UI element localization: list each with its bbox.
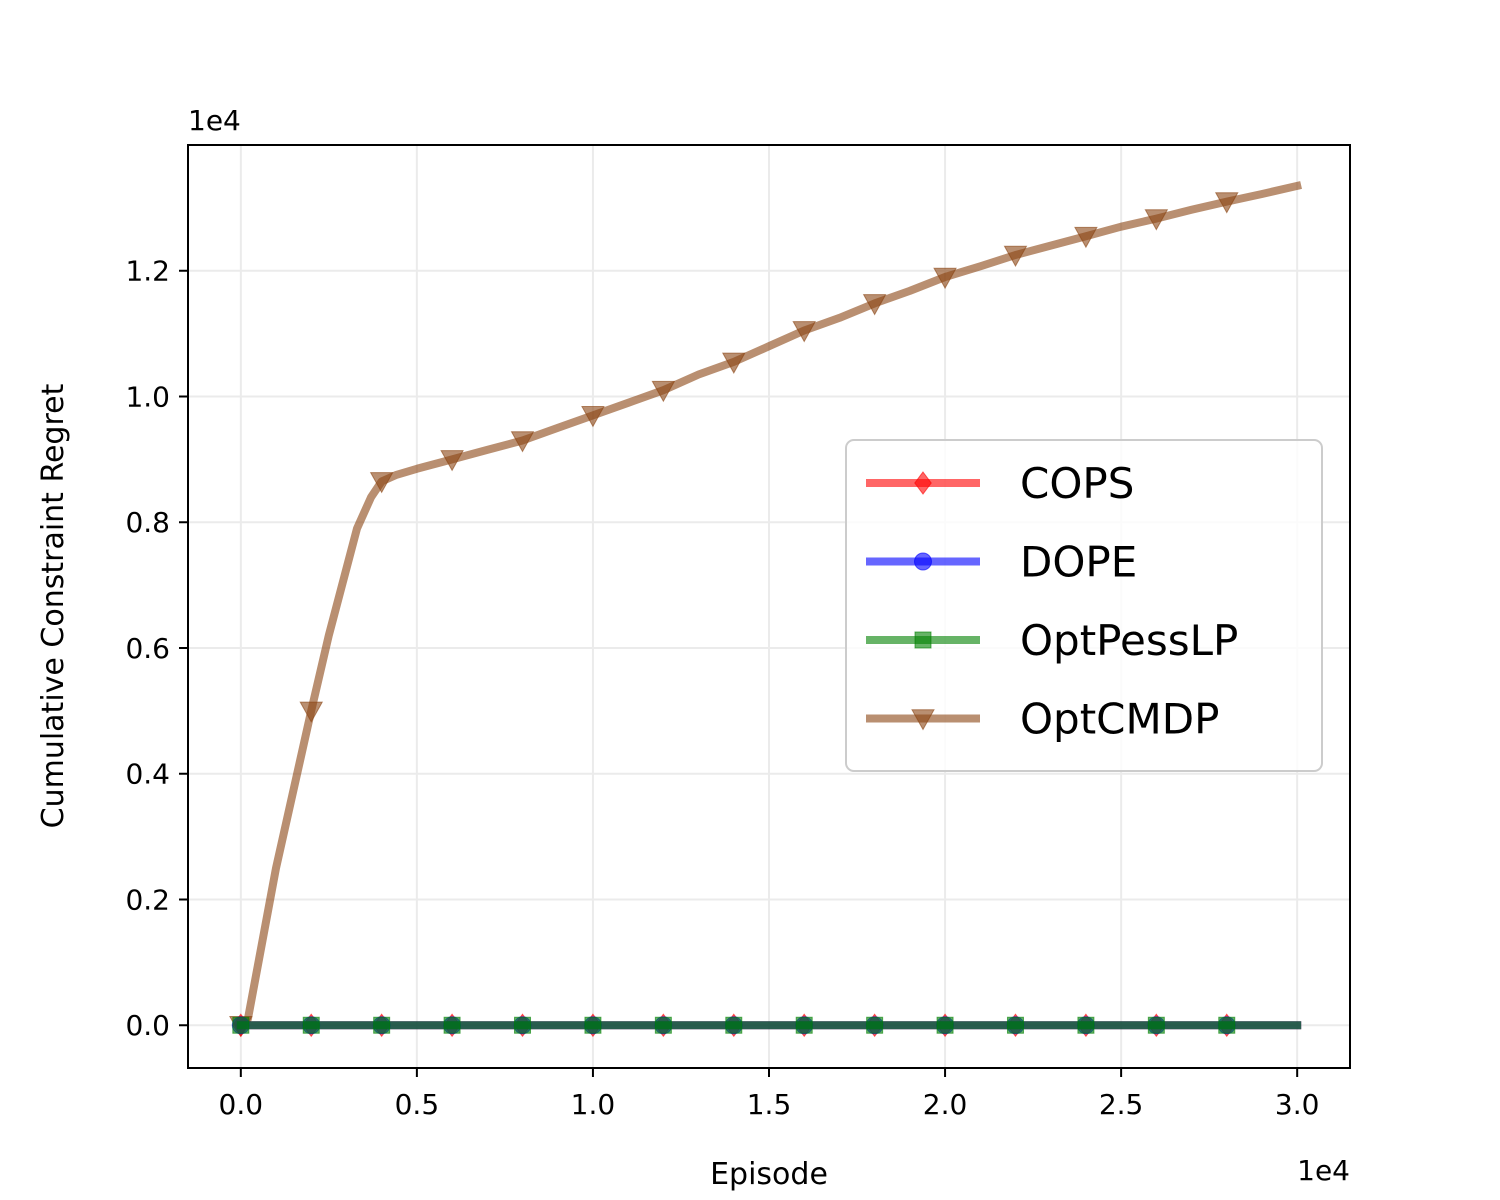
y-offset-label: 1e4 bbox=[188, 104, 241, 137]
legend-box bbox=[845, 439, 1323, 772]
data-point bbox=[1074, 226, 1098, 249]
data-point bbox=[299, 701, 324, 723]
y-axis-title: Cumulative Constraint Regret bbox=[36, 383, 71, 828]
legend-label: OptPessLP bbox=[1020, 616, 1238, 665]
legend: COPS DOPE OptPessLP OptCMDP bbox=[845, 439, 1323, 772]
data-point bbox=[651, 380, 676, 403]
data-point bbox=[581, 406, 605, 428]
data-point bbox=[510, 431, 535, 453]
data-point bbox=[373, 1016, 391, 1034]
y-tick-label: 0.2 bbox=[125, 883, 170, 916]
x-tick-label: 0.5 bbox=[395, 1088, 440, 1121]
data-point bbox=[1144, 209, 1169, 231]
x-axis-title: Episode bbox=[710, 1157, 828, 1192]
ticks: 0.0 0.5 1.0 1.5 2.0 2.5 3.0 0.0 0.2 0.4 0.6 0.8 1.0 1… bbox=[125, 255, 1319, 1121]
data-point bbox=[1147, 1016, 1165, 1034]
legend-item-optpesslp: OptPessLP bbox=[866, 616, 1238, 665]
x-tick-label: 2.5 bbox=[1099, 1088, 1144, 1121]
data-point bbox=[1214, 192, 1239, 214]
data-point bbox=[725, 1016, 743, 1034]
data-point bbox=[232, 1016, 250, 1034]
data-point bbox=[866, 1016, 884, 1034]
series-optcmdp bbox=[228, 181, 1302, 1038]
data-point bbox=[862, 294, 887, 316]
data-point bbox=[302, 1016, 320, 1034]
x-tick-label: 0.0 bbox=[219, 1088, 264, 1121]
data-point bbox=[514, 1016, 532, 1034]
y-tick-label: 0.8 bbox=[125, 506, 170, 539]
legend-item-optcmdp: OptCMDP bbox=[866, 695, 1219, 744]
x-tick-label: 2.0 bbox=[923, 1088, 968, 1121]
y-tick-label: 0.6 bbox=[125, 632, 170, 665]
x-offset-label: 1e4 bbox=[1297, 1154, 1350, 1187]
data-point bbox=[1218, 1016, 1236, 1034]
data-point bbox=[369, 472, 394, 494]
x-tick-label: 1.5 bbox=[747, 1088, 792, 1121]
legend-label: COPS bbox=[1020, 459, 1134, 508]
data-point bbox=[936, 1016, 954, 1034]
data-point bbox=[795, 1016, 813, 1034]
x-tick-label: 1.0 bbox=[571, 1088, 616, 1121]
y-tick-label: 0.4 bbox=[125, 758, 170, 791]
legend-marker bbox=[914, 552, 932, 571]
data-point bbox=[584, 1016, 602, 1034]
x-tick-label: 3.0 bbox=[1275, 1088, 1320, 1121]
legend-marker bbox=[911, 709, 935, 731]
legend-item-cops: COPS bbox=[866, 459, 1134, 508]
data-point bbox=[1077, 1016, 1095, 1034]
legend-marker bbox=[914, 471, 932, 495]
data-point bbox=[721, 352, 746, 374]
data-point bbox=[654, 1016, 672, 1034]
data-point bbox=[440, 450, 464, 472]
y-tick-label: 0.0 bbox=[125, 1009, 170, 1042]
data-point bbox=[1003, 245, 1028, 268]
legend-label: OptCMDP bbox=[1020, 695, 1219, 744]
data-point bbox=[792, 321, 817, 343]
legend-marker bbox=[914, 631, 932, 649]
data-point bbox=[443, 1016, 461, 1034]
y-tick-label: 1.0 bbox=[125, 380, 170, 413]
legend-label: DOPE bbox=[1020, 538, 1137, 587]
data-point bbox=[1006, 1016, 1024, 1034]
series-optpesslp bbox=[232, 1016, 1302, 1034]
series-layer bbox=[228, 181, 1302, 1038]
legend-item-dope: DOPE bbox=[866, 538, 1137, 587]
y-tick-label: 1.2 bbox=[125, 255, 170, 288]
series-line-optcmdp bbox=[235, 181, 1302, 1031]
data-point bbox=[933, 267, 957, 290]
